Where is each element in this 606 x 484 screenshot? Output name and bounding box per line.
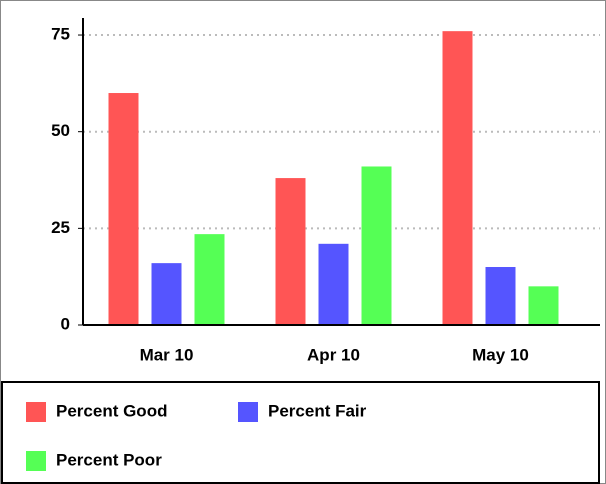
y-tick-label: 50 bbox=[51, 121, 70, 140]
bar bbox=[528, 286, 559, 325]
bar bbox=[318, 243, 349, 325]
bar bbox=[275, 178, 306, 325]
legend-swatch bbox=[26, 402, 46, 422]
legend-box bbox=[1, 381, 600, 484]
legend-swatch bbox=[238, 402, 258, 422]
x-tick-label: Mar 10 bbox=[140, 345, 194, 364]
bar bbox=[108, 93, 139, 326]
bar bbox=[194, 234, 225, 325]
x-tick-label: Apr 10 bbox=[307, 345, 360, 364]
bar bbox=[442, 31, 473, 325]
bar bbox=[151, 263, 182, 325]
y-tick-label: 25 bbox=[51, 218, 70, 237]
y-tick-label: 0 bbox=[61, 314, 70, 333]
bar bbox=[485, 267, 516, 325]
x-tick-label: May 10 bbox=[472, 345, 529, 364]
legend-label: Percent Poor bbox=[56, 450, 162, 469]
bar bbox=[361, 166, 392, 325]
legend-label: Percent Fair bbox=[268, 401, 367, 420]
legend-swatch bbox=[26, 451, 46, 471]
legend-label: Percent Good bbox=[56, 401, 167, 420]
y-tick-label: 75 bbox=[51, 25, 70, 44]
